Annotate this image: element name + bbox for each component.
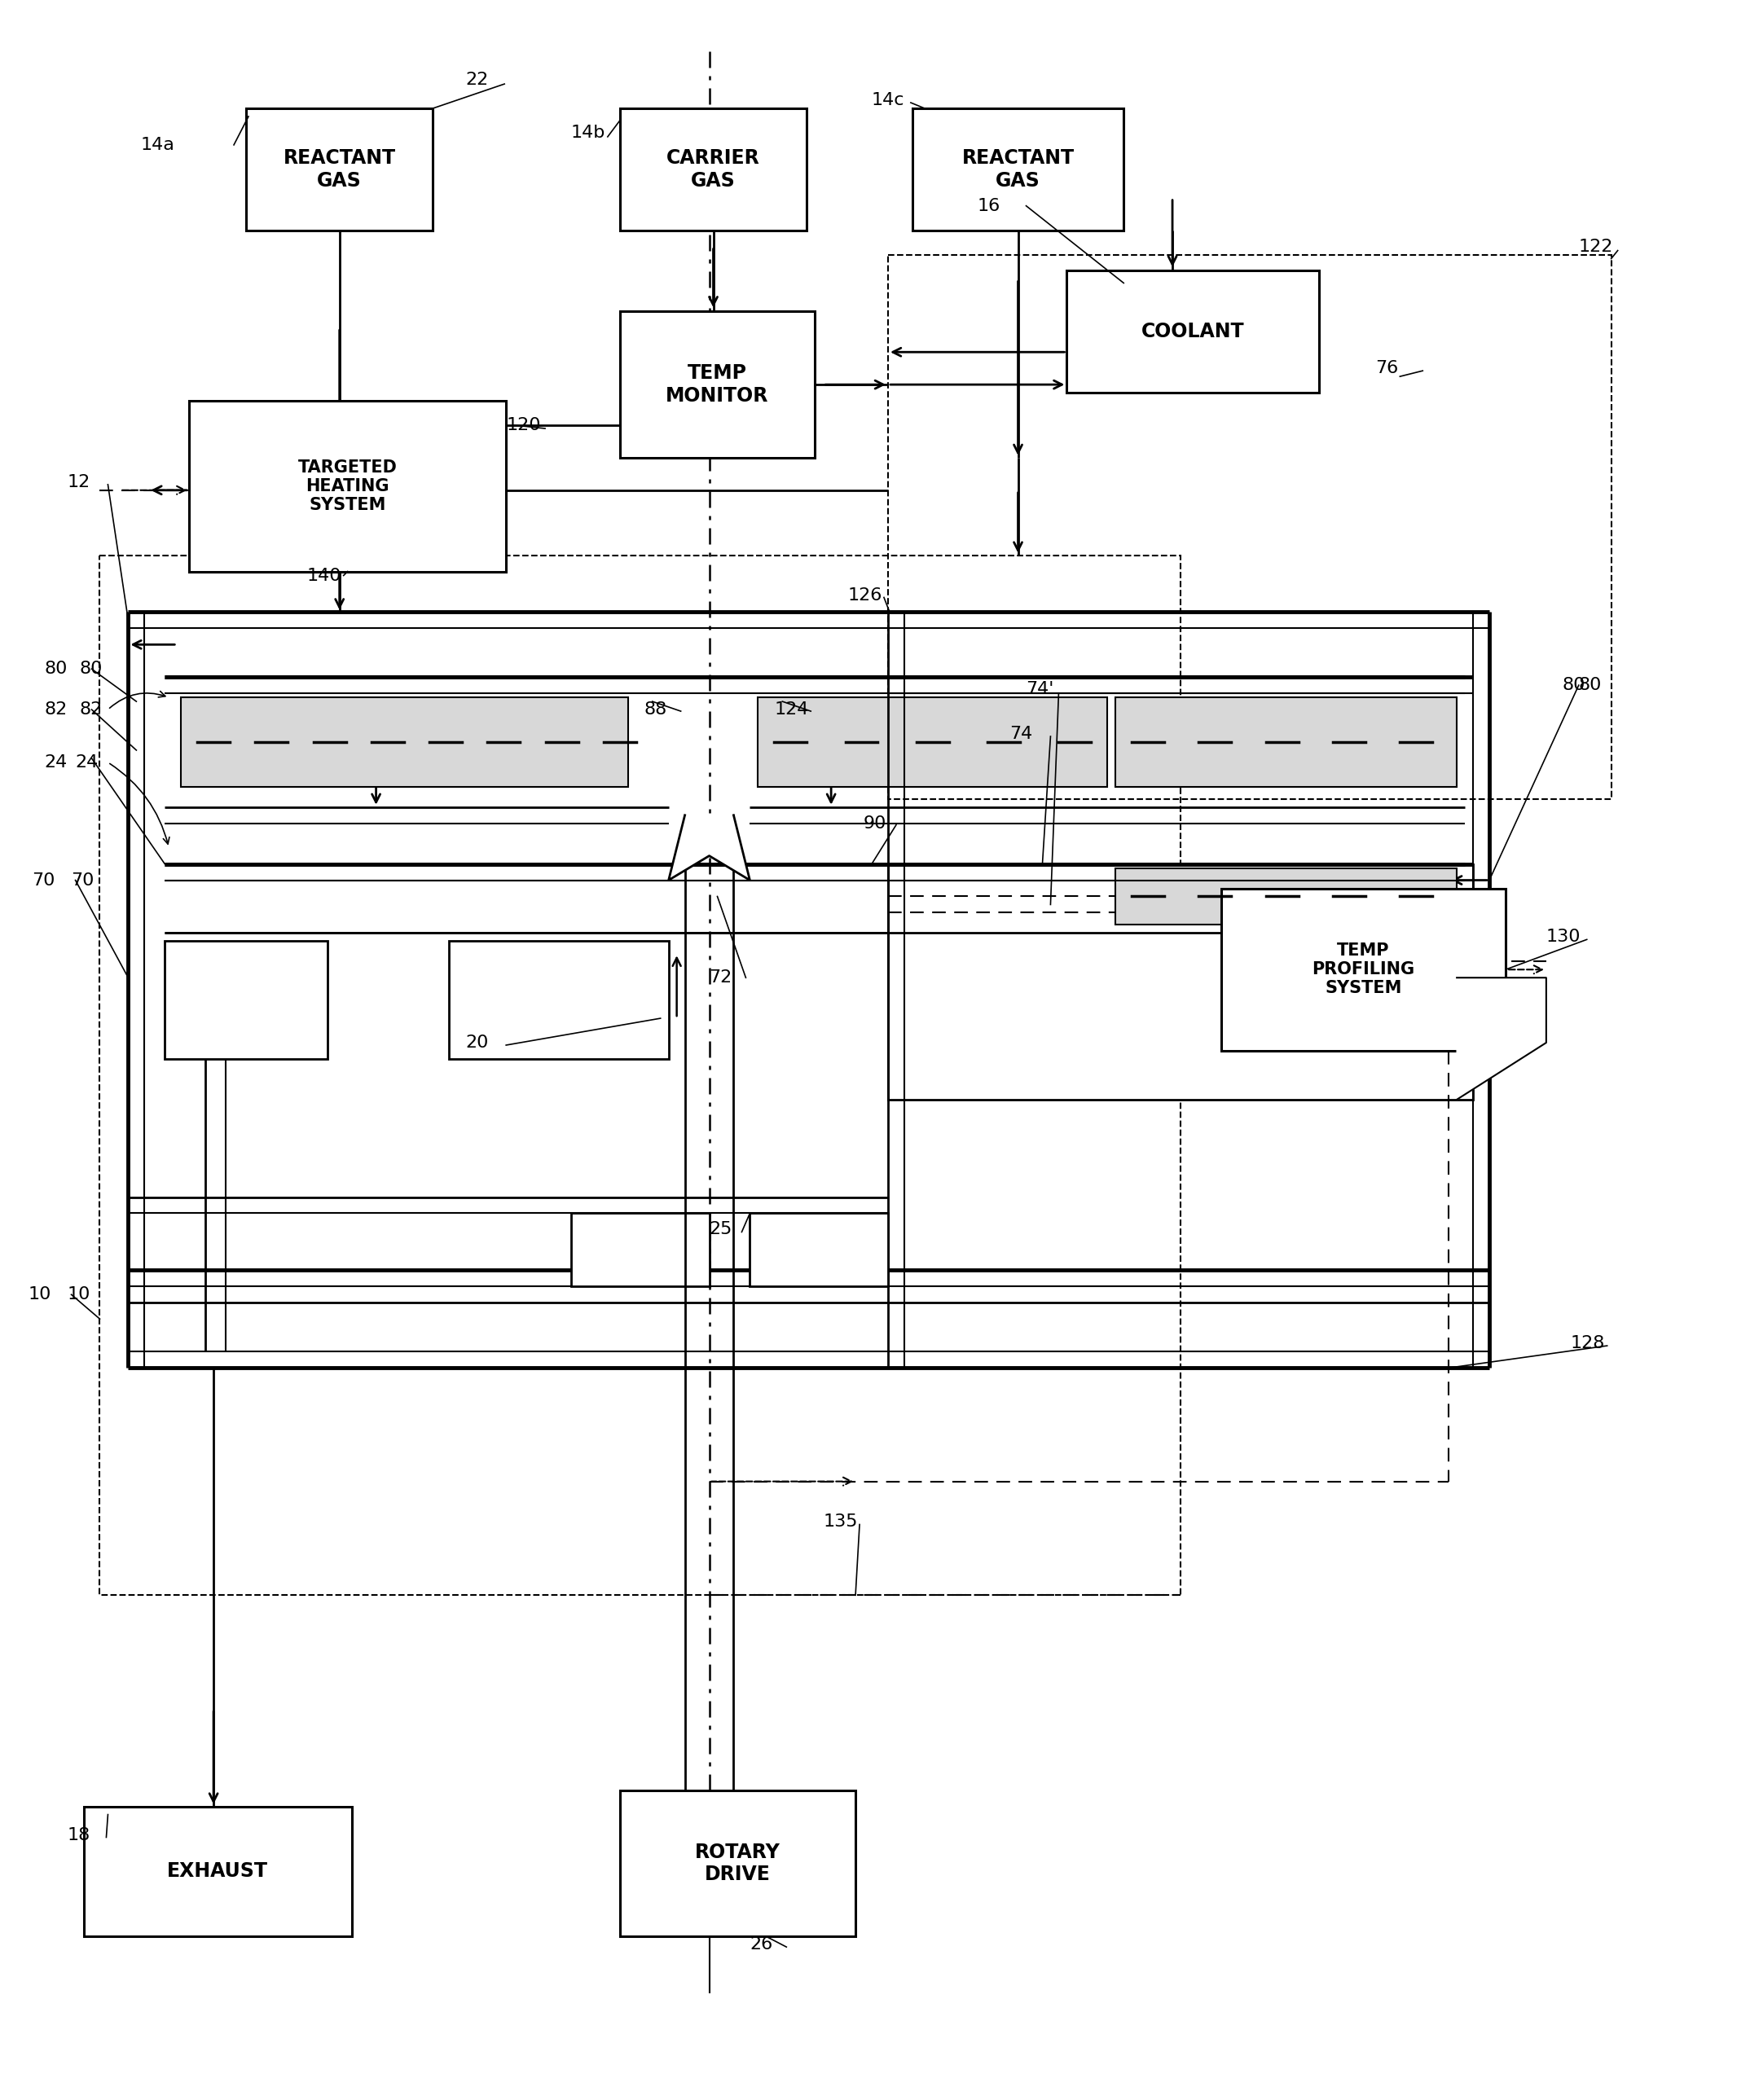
Text: 76: 76 [1376,361,1398,376]
Text: 124: 124 [774,701,808,718]
Text: 135: 135 [822,1514,857,1531]
Text: 10: 10 [28,1287,51,1302]
Text: 140: 140 [306,567,341,584]
Text: 82: 82 [44,701,66,718]
Bar [450,941,668,1058]
Bar [84,1806,352,1936]
Text: 88: 88 [644,701,667,718]
Text: 80: 80 [1578,676,1601,693]
Bar [1068,271,1320,393]
Text: 14a: 14a [140,136,175,153]
Text: ROTARY
DRIVE: ROTARY DRIVE [695,1842,780,1884]
Text: TARGETED
HEATING
SYSTEM: TARGETED HEATING SYSTEM [298,460,397,512]
Text: 25: 25 [709,1222,731,1237]
Text: 26: 26 [749,1936,773,1953]
Bar [619,109,807,231]
Bar [1115,867,1456,924]
Bar [180,697,628,788]
Text: TEMP
MONITOR: TEMP MONITOR [667,363,768,405]
Text: 12: 12 [66,475,91,489]
Text: COOLANT: COOLANT [1141,321,1244,342]
Text: 20: 20 [466,1035,488,1050]
Text: 122: 122 [1578,237,1614,254]
Text: 126: 126 [847,588,882,605]
Text: 14b: 14b [570,124,605,141]
Text: TEMP
PROFILING
SYSTEM: TEMP PROFILING SYSTEM [1312,943,1414,997]
Bar [619,311,816,458]
Text: 70: 70 [72,871,94,888]
Text: 80: 80 [44,662,66,676]
Text: REACTANT
GAS: REACTANT GAS [284,149,395,191]
Bar [619,1789,856,1936]
Text: 130: 130 [1547,928,1580,945]
Text: 80: 80 [1563,676,1585,693]
Text: REACTANT
GAS: REACTANT GAS [962,149,1074,191]
Bar [164,941,327,1058]
Bar [912,109,1124,231]
Text: 72: 72 [709,970,731,985]
Text: 70: 70 [31,871,54,888]
Bar [887,254,1612,798]
Text: 90: 90 [863,815,887,832]
Bar [1221,888,1505,1050]
Text: 74': 74' [1025,680,1053,697]
Bar [887,863,1474,1100]
Text: 10: 10 [66,1287,91,1302]
Text: CARRIER
GAS: CARRIER GAS [667,149,759,191]
Text: 24: 24 [75,754,98,771]
Text: 74: 74 [1010,727,1032,741]
Bar [749,1214,887,1287]
Bar [570,1214,709,1287]
Text: 16: 16 [978,197,1001,214]
Text: 128: 128 [1570,1336,1605,1352]
Polygon shape [668,815,749,880]
Text: 80: 80 [79,662,103,676]
Text: 82: 82 [79,701,103,718]
Bar [1115,697,1456,788]
Bar [100,554,1181,1596]
Text: 24: 24 [44,754,66,771]
Text: 14c: 14c [871,92,905,109]
Text: 18: 18 [66,1827,91,1844]
Bar [247,109,432,231]
Text: EXHAUST: EXHAUST [166,1861,268,1882]
Bar [189,401,506,571]
Polygon shape [1456,979,1547,1100]
Text: 120: 120 [506,418,541,433]
Bar [758,697,1108,788]
Text: 22: 22 [466,71,488,88]
